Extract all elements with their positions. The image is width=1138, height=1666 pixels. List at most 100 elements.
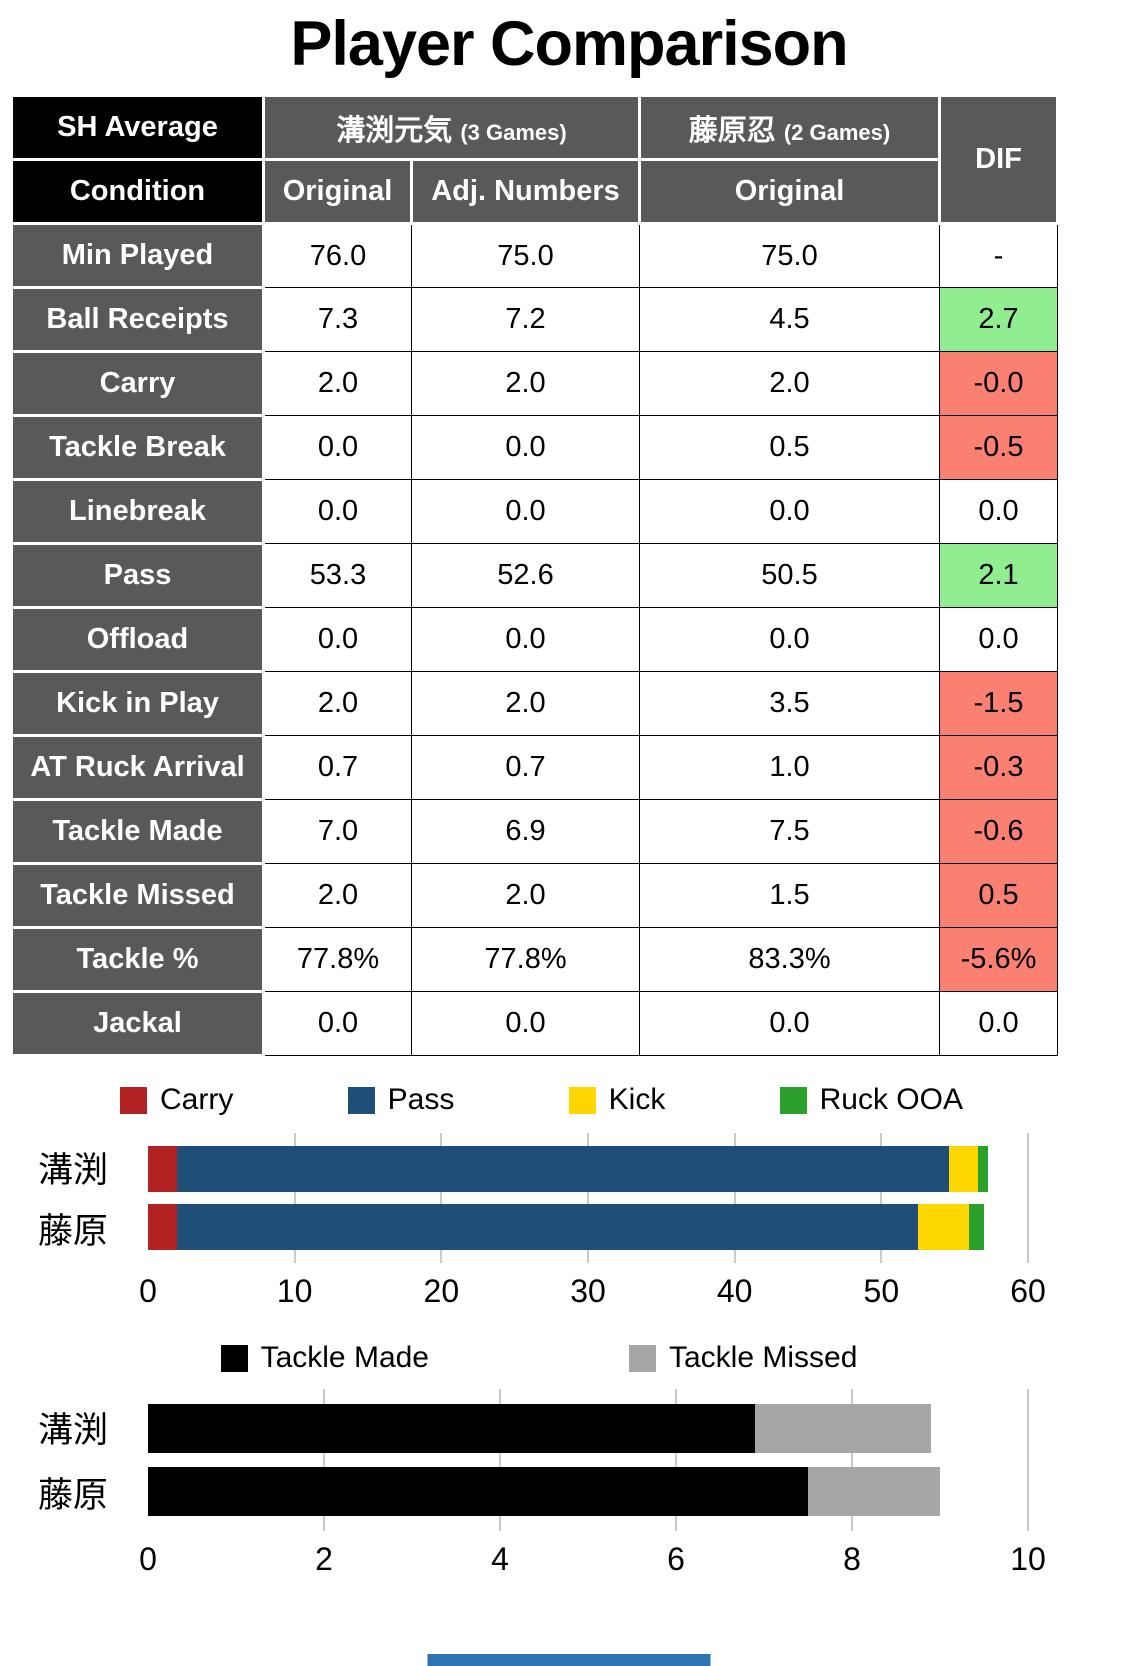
cell-p1-original: 7.3 — [263, 287, 412, 352]
gridline — [293, 1133, 296, 1263]
cell-p1-original: 0.0 — [263, 991, 412, 1056]
legend-label: Kick — [608, 1083, 666, 1116]
row-label: Tackle Missed — [10, 862, 265, 929]
player-comparison-table: SH Average 溝渕元気 (3 Games) 藤原忍 (2 Games) … — [10, 94, 1059, 1057]
cell-p1-original: 2.0 — [263, 671, 412, 736]
pass-swatch — [347, 1086, 375, 1114]
plot-wrap: 0 10 20 30 40 50 60 — [139, 1133, 1046, 1311]
plot-wrap: 0 2 4 6 8 10 — [139, 1389, 1046, 1579]
table-row: Jackal 0.0 0.0 0.0 0.0 — [10, 990, 1058, 1057]
cell-p1-original: 53.3 — [263, 543, 412, 608]
ruck-ooa-segment — [978, 1145, 989, 1192]
ruck-ooa-segment — [969, 1204, 984, 1251]
legend-label: Tackle Made — [260, 1341, 429, 1374]
axis-tick-label: 50 — [863, 1273, 900, 1309]
cell-p1-original: 0.0 — [263, 415, 412, 480]
page-title: Player Comparison — [290, 9, 848, 79]
cell-p1-adjusted: 2.0 — [411, 351, 640, 416]
cell-p1-original: 7.0 — [263, 799, 412, 864]
header-row-subcolumns: Condition Original Adj. Numbers Original — [10, 158, 1058, 225]
row-label: Tackle % — [10, 926, 265, 993]
stacked-bar — [148, 1467, 1028, 1517]
cell-p1-original: 0.0 — [263, 479, 412, 544]
player2-games: (2 Games) — [783, 119, 891, 145]
cell-dif: 2.7 — [939, 287, 1058, 352]
gridline — [675, 1389, 677, 1531]
axis-tick-label: 6 — [667, 1541, 685, 1577]
cell-p1-original: 77.8% — [263, 927, 412, 992]
legend-item-kick: Kick — [568, 1083, 666, 1117]
row-label: Min Played — [10, 222, 265, 289]
carry-segment — [148, 1145, 178, 1192]
corner-cell-line1: SH Average — [10, 94, 265, 161]
axis-tick-label: 2 — [315, 1541, 333, 1577]
player1-header: 溝渕元気 (3 Games) — [262, 94, 641, 161]
x-axis: 0 2 4 6 8 10 — [139, 1531, 1046, 1579]
table-row: Min Played 76.0 75.0 75.0 - — [10, 222, 1058, 289]
cell-p2-original: 3.5 — [639, 671, 940, 736]
cell-p2-original: 83.3% — [639, 927, 940, 992]
tackle-made-segment — [148, 1467, 808, 1517]
chart-body: 溝渕藤原 0 2 4 6 8 10 — [0, 1389, 1138, 1579]
cell-dif: -5.6% — [939, 927, 1058, 992]
row-label: Tackle Made — [10, 798, 265, 865]
player2-header: 藤原忍 (2 Games) — [638, 94, 941, 161]
subheader-p1-original: Original — [262, 158, 413, 225]
category-labels: 溝渕 藤原 — [38, 1133, 148, 1263]
cell-dif: -1.5 — [939, 671, 1058, 736]
cell-p2-original: 50.5 — [639, 543, 940, 608]
subheader-p1-adjusted: Adj. Numbers — [410, 158, 641, 225]
cell-dif: -0.0 — [939, 351, 1058, 416]
player1-games: (3 Games) — [460, 119, 567, 145]
cell-p2-original: 0.0 — [639, 607, 940, 672]
row-label: Jackal — [10, 990, 265, 1057]
pass-segment — [177, 1204, 918, 1251]
cell-p1-adjusted: 75.0 — [411, 223, 640, 288]
legend-item-ruck-ooa: Ruck OOA — [779, 1083, 963, 1117]
gridline — [1027, 1133, 1029, 1263]
row-label: Carry — [10, 350, 265, 417]
footer-bar — [427, 1654, 711, 1666]
row-label: Tackle Break — [10, 414, 265, 481]
axis-tick-label: 30 — [570, 1273, 606, 1309]
cell-p2-original: 0.0 — [639, 991, 940, 1056]
legend-item-tackle-made: Tackle Made — [220, 1341, 429, 1375]
table-row: Linebreak 0.0 0.0 0.0 0.0 — [10, 478, 1058, 545]
row-label: Pass — [10, 542, 265, 609]
gridline — [1027, 1389, 1029, 1531]
category-label: 藤原 — [38, 1475, 109, 1515]
gridline — [733, 1133, 736, 1263]
category-label: 溝渕 — [38, 1151, 109, 1191]
table-row: Carry 2.0 2.0 2.0 -0.0 — [10, 350, 1058, 417]
cell-dif: 0.0 — [939, 607, 1058, 672]
cell-p1-adjusted: 0.0 — [411, 479, 640, 544]
table-row: Tackle % 77.8% 77.8% 83.3% -5.6% — [10, 926, 1058, 993]
subheader-p2-original: Original — [638, 158, 941, 225]
player2-name: 藤原忍 — [688, 114, 776, 147]
cell-p1-adjusted: 0.7 — [411, 735, 640, 800]
plot — [148, 1133, 1029, 1263]
axis-tick-label: 0 — [139, 1273, 157, 1309]
cell-p2-original: 1.0 — [639, 735, 940, 800]
legend-item-carry: Carry — [120, 1083, 233, 1117]
row-label: Linebreak — [10, 478, 265, 545]
cell-p1-adjusted: 7.2 — [411, 287, 640, 352]
cell-p2-original: 0.0 — [639, 479, 940, 544]
player1-name: 溝渕元気 — [336, 114, 453, 147]
stacked-bar — [148, 1145, 1028, 1192]
table-row: Tackle Made 7.0 6.9 7.5 -0.6 — [10, 798, 1058, 865]
legend-label: Carry — [160, 1083, 234, 1116]
carry-swatch — [120, 1086, 147, 1114]
row-label: AT Ruck Arrival — [10, 734, 265, 801]
cell-p2-original: 1.5 — [639, 863, 940, 928]
table-row: Offload 0.0 0.0 0.0 0.0 — [10, 606, 1058, 673]
kick-swatch — [568, 1086, 596, 1114]
cell-p2-original: 7.5 — [639, 799, 940, 864]
dif-header: DIF — [938, 94, 1059, 225]
axis-tick-label: 10 — [276, 1273, 313, 1309]
gridline — [851, 1389, 853, 1531]
legend-label: Tackle Missed — [669, 1341, 858, 1374]
gridline — [323, 1389, 325, 1531]
legend-label: Ruck OOA — [819, 1083, 963, 1116]
category-label: 溝渕 — [38, 1411, 109, 1451]
